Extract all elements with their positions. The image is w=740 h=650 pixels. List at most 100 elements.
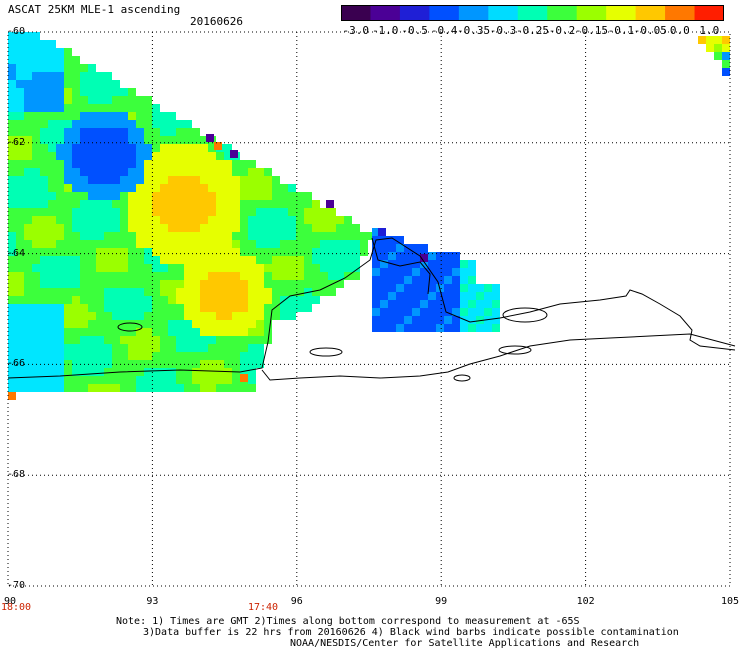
swath-cell	[208, 256, 216, 264]
swath-cell	[120, 216, 128, 224]
swath-cell	[88, 248, 96, 256]
swath-cell	[80, 224, 88, 232]
swath-cell	[80, 352, 88, 360]
swath-cell	[56, 368, 64, 376]
swath-cell	[56, 384, 64, 392]
swath-cell	[128, 232, 136, 240]
swath-cell	[64, 88, 72, 96]
swath-cell	[168, 144, 176, 152]
swath-cell	[264, 224, 272, 232]
swath-cell	[24, 280, 32, 288]
swath-cell	[56, 184, 64, 192]
swath-cell	[72, 136, 80, 144]
swath-cell	[460, 324, 468, 332]
swath-cell	[160, 384, 168, 392]
swath-cell	[40, 120, 48, 128]
swath-cell	[48, 296, 56, 304]
swath-cell	[328, 248, 336, 256]
swath-cell	[40, 224, 48, 232]
swath-cell	[444, 260, 452, 268]
swath-cell	[216, 232, 224, 240]
swath-cell	[16, 160, 24, 168]
swath-cell	[492, 300, 500, 308]
swath-cell	[256, 264, 264, 272]
swath-cell	[476, 300, 484, 308]
swath-cell	[24, 120, 32, 128]
swath-cell	[72, 344, 80, 352]
swath-cell	[444, 324, 452, 332]
swath-cell	[24, 312, 32, 320]
swath-cell	[240, 264, 248, 272]
swath-cell	[80, 184, 88, 192]
swath-cell	[56, 112, 64, 120]
swath-cell	[32, 40, 40, 48]
swath-cell	[272, 176, 280, 184]
swath-cell	[192, 128, 200, 136]
swath-cell	[160, 352, 168, 360]
swath-cell	[208, 376, 216, 384]
swath-cell	[240, 216, 248, 224]
swath-cell	[8, 208, 16, 216]
swath-cell	[160, 280, 168, 288]
swath-cell	[128, 224, 136, 232]
swath-cell	[136, 128, 144, 136]
swath-cell	[248, 344, 256, 352]
swath-cell	[264, 248, 272, 256]
swath-cell	[200, 264, 208, 272]
swath-cell	[24, 96, 32, 104]
swath-cell	[344, 240, 352, 248]
swath-cell	[436, 292, 444, 300]
swath-cell	[240, 232, 248, 240]
swath-cell	[8, 312, 16, 320]
scale-label: -3.0	[342, 24, 369, 37]
swath-cell	[152, 384, 160, 392]
swath-cell	[80, 368, 88, 376]
swath-cell	[8, 392, 16, 400]
swath-cell	[64, 232, 72, 240]
swath-cell	[48, 272, 56, 280]
swath-cell	[468, 308, 476, 316]
swath-cell	[64, 72, 72, 80]
swath-cell	[208, 304, 216, 312]
swath-cell	[136, 272, 144, 280]
swath-cell	[32, 344, 40, 352]
swath-cell	[184, 200, 192, 208]
swath-cell	[256, 208, 264, 216]
swath-cell	[192, 368, 200, 376]
swath-cell	[428, 252, 436, 260]
swath-cell	[72, 240, 80, 248]
swath-cell	[200, 272, 208, 280]
swath-cell	[16, 136, 24, 144]
swath-cell	[40, 176, 48, 184]
swath-cell	[56, 352, 64, 360]
swath-cell	[208, 352, 216, 360]
swath-cell	[420, 268, 428, 276]
swath-cell	[48, 112, 56, 120]
swath-cell	[248, 176, 256, 184]
swath-cell	[428, 268, 436, 276]
swath-cell	[452, 324, 460, 332]
swath-cell	[96, 104, 104, 112]
swath-cell	[296, 304, 304, 312]
swath-cell	[104, 248, 112, 256]
swath-cell	[176, 136, 184, 144]
swath-cell	[64, 96, 72, 104]
swath-cell	[104, 312, 112, 320]
swath-cell	[8, 328, 16, 336]
swath-cell	[404, 292, 412, 300]
swath-cell	[296, 216, 304, 224]
swath-cell	[80, 72, 88, 80]
swath-cell	[72, 296, 80, 304]
swath-cell	[32, 192, 40, 200]
swath-cell	[40, 264, 48, 272]
swath-cell	[56, 320, 64, 328]
swath-cell	[200, 312, 208, 320]
swath-cell	[208, 312, 216, 320]
swath-cell	[452, 284, 460, 292]
swath-cell	[444, 276, 452, 284]
swath-cell	[8, 136, 16, 144]
swath-cell	[56, 232, 64, 240]
swath-cell	[232, 224, 240, 232]
swath-cell	[40, 40, 48, 48]
swath-cell	[120, 176, 128, 184]
